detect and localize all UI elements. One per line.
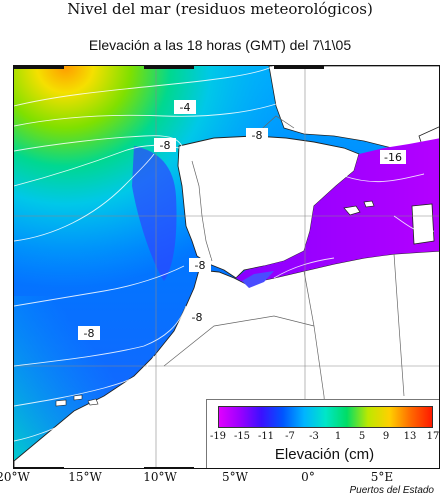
sea-level-map: -4 -8 -8 -16 -8 -8 -8 -19 xyxy=(13,65,440,469)
color-scale-bar xyxy=(218,406,433,428)
longitude-label: 10°W xyxy=(143,470,177,484)
color-scale-tick: 17 xyxy=(426,431,440,442)
color-scale-tick: -7 xyxy=(285,431,295,442)
contour-label-box xyxy=(154,138,176,152)
balearic-island xyxy=(363,200,375,208)
map-title: Nivel del mar (residuos meteorológicos) xyxy=(67,0,373,18)
longitude-label: 0° xyxy=(301,470,315,484)
canary-island xyxy=(73,394,83,401)
contour-label: -8 xyxy=(192,311,203,324)
contour-label-box xyxy=(186,310,208,324)
map-canvas: -4 -8 -8 -16 -8 -8 -8 xyxy=(14,66,439,468)
legend: -19 -15 -11 -7 -3 1 5 9 13 17 Elevación … xyxy=(206,399,440,468)
contour-label: -8 xyxy=(195,259,206,272)
contour-label: -8 xyxy=(252,129,263,142)
alboran-sea xyxy=(242,271,274,288)
longitude-label: 5°W xyxy=(222,470,248,484)
contour-label-group: -4 -8 -8 -16 -8 -8 -8 xyxy=(78,100,406,340)
color-scale-tick: -11 xyxy=(257,431,275,442)
longitude-label: 5°E xyxy=(370,470,394,484)
longitude-label: 20°W xyxy=(0,470,30,484)
color-scale-tick: 1 xyxy=(334,431,342,442)
contour-label-box xyxy=(174,100,196,114)
contour-label: -8 xyxy=(160,139,171,152)
color-scale-tick: -15 xyxy=(233,431,251,442)
canary-island xyxy=(87,398,99,406)
legend-title: Elevación (cm) xyxy=(274,446,375,463)
sardinia-island xyxy=(411,203,435,245)
contour-label: -16 xyxy=(384,151,402,164)
contour-label-box xyxy=(189,258,211,272)
credit-text: Puertos del Estado xyxy=(349,485,435,496)
map-subtitle: Elevación a las 18 horas (GMT) del 7\1\0… xyxy=(88,37,352,53)
balearic-island xyxy=(343,205,361,216)
longitude-axis: 20°W 15°W 10°W 5°W 0° 5°E xyxy=(0,470,440,486)
contour-label-box xyxy=(246,128,268,142)
contour-label: -4 xyxy=(180,101,191,114)
color-scale-tick: 5 xyxy=(358,431,366,442)
color-scale-tick: 9 xyxy=(382,431,390,442)
low-anomaly-zone xyxy=(132,146,177,281)
color-scale-tick: -3 xyxy=(309,431,319,442)
france-land xyxy=(268,66,439,157)
color-scale-tick: 13 xyxy=(403,431,417,442)
color-scale-ticks: -19 -15 -11 -7 -3 1 5 9 13 17 xyxy=(207,431,440,445)
longitude-label: 15°W xyxy=(68,470,102,484)
mediterranean-sea xyxy=(236,138,439,284)
color-scale-tick: -19 xyxy=(209,431,227,442)
contour-label: -8 xyxy=(84,327,95,340)
contour-label-box xyxy=(78,326,100,340)
contour-label-box xyxy=(380,150,406,164)
canary-island xyxy=(55,399,67,407)
